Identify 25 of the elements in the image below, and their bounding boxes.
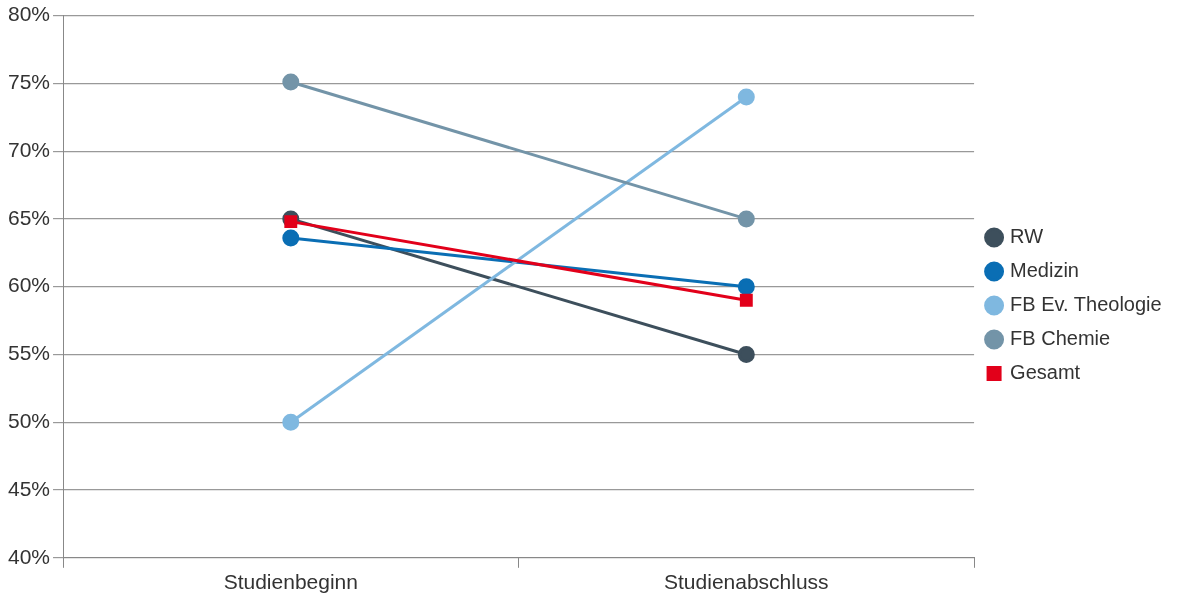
point bbox=[282, 229, 300, 247]
x-tick-label: Studienbeginn bbox=[223, 570, 358, 594]
point bbox=[282, 73, 300, 91]
y-tick-label: 40% bbox=[8, 544, 51, 568]
point bbox=[737, 88, 755, 106]
y-tick-label: 65% bbox=[8, 205, 51, 229]
point bbox=[737, 210, 755, 228]
point bbox=[284, 215, 298, 229]
legend-label: Gesamt bbox=[1010, 361, 1081, 384]
legend-label: RW bbox=[1010, 225, 1044, 248]
legend-label: Medizin bbox=[1010, 259, 1079, 282]
y-tick-label: 75% bbox=[8, 70, 51, 94]
y-tick-label: 50% bbox=[8, 409, 51, 433]
y-tick-label: 70% bbox=[8, 137, 51, 161]
legend-label: FB Chemie bbox=[1010, 327, 1111, 350]
x-tick-label: Studienabschluss bbox=[664, 570, 829, 594]
y-tick-label: 45% bbox=[8, 476, 51, 500]
point bbox=[282, 413, 300, 431]
point bbox=[739, 293, 753, 307]
y-tick-label: 80% bbox=[8, 2, 51, 26]
y-tick-label: 55% bbox=[8, 341, 51, 365]
point bbox=[737, 345, 755, 363]
point bbox=[737, 278, 755, 296]
legend-label: FB Ev. Theologie bbox=[1010, 293, 1162, 316]
y-tick-label: 60% bbox=[8, 273, 51, 297]
